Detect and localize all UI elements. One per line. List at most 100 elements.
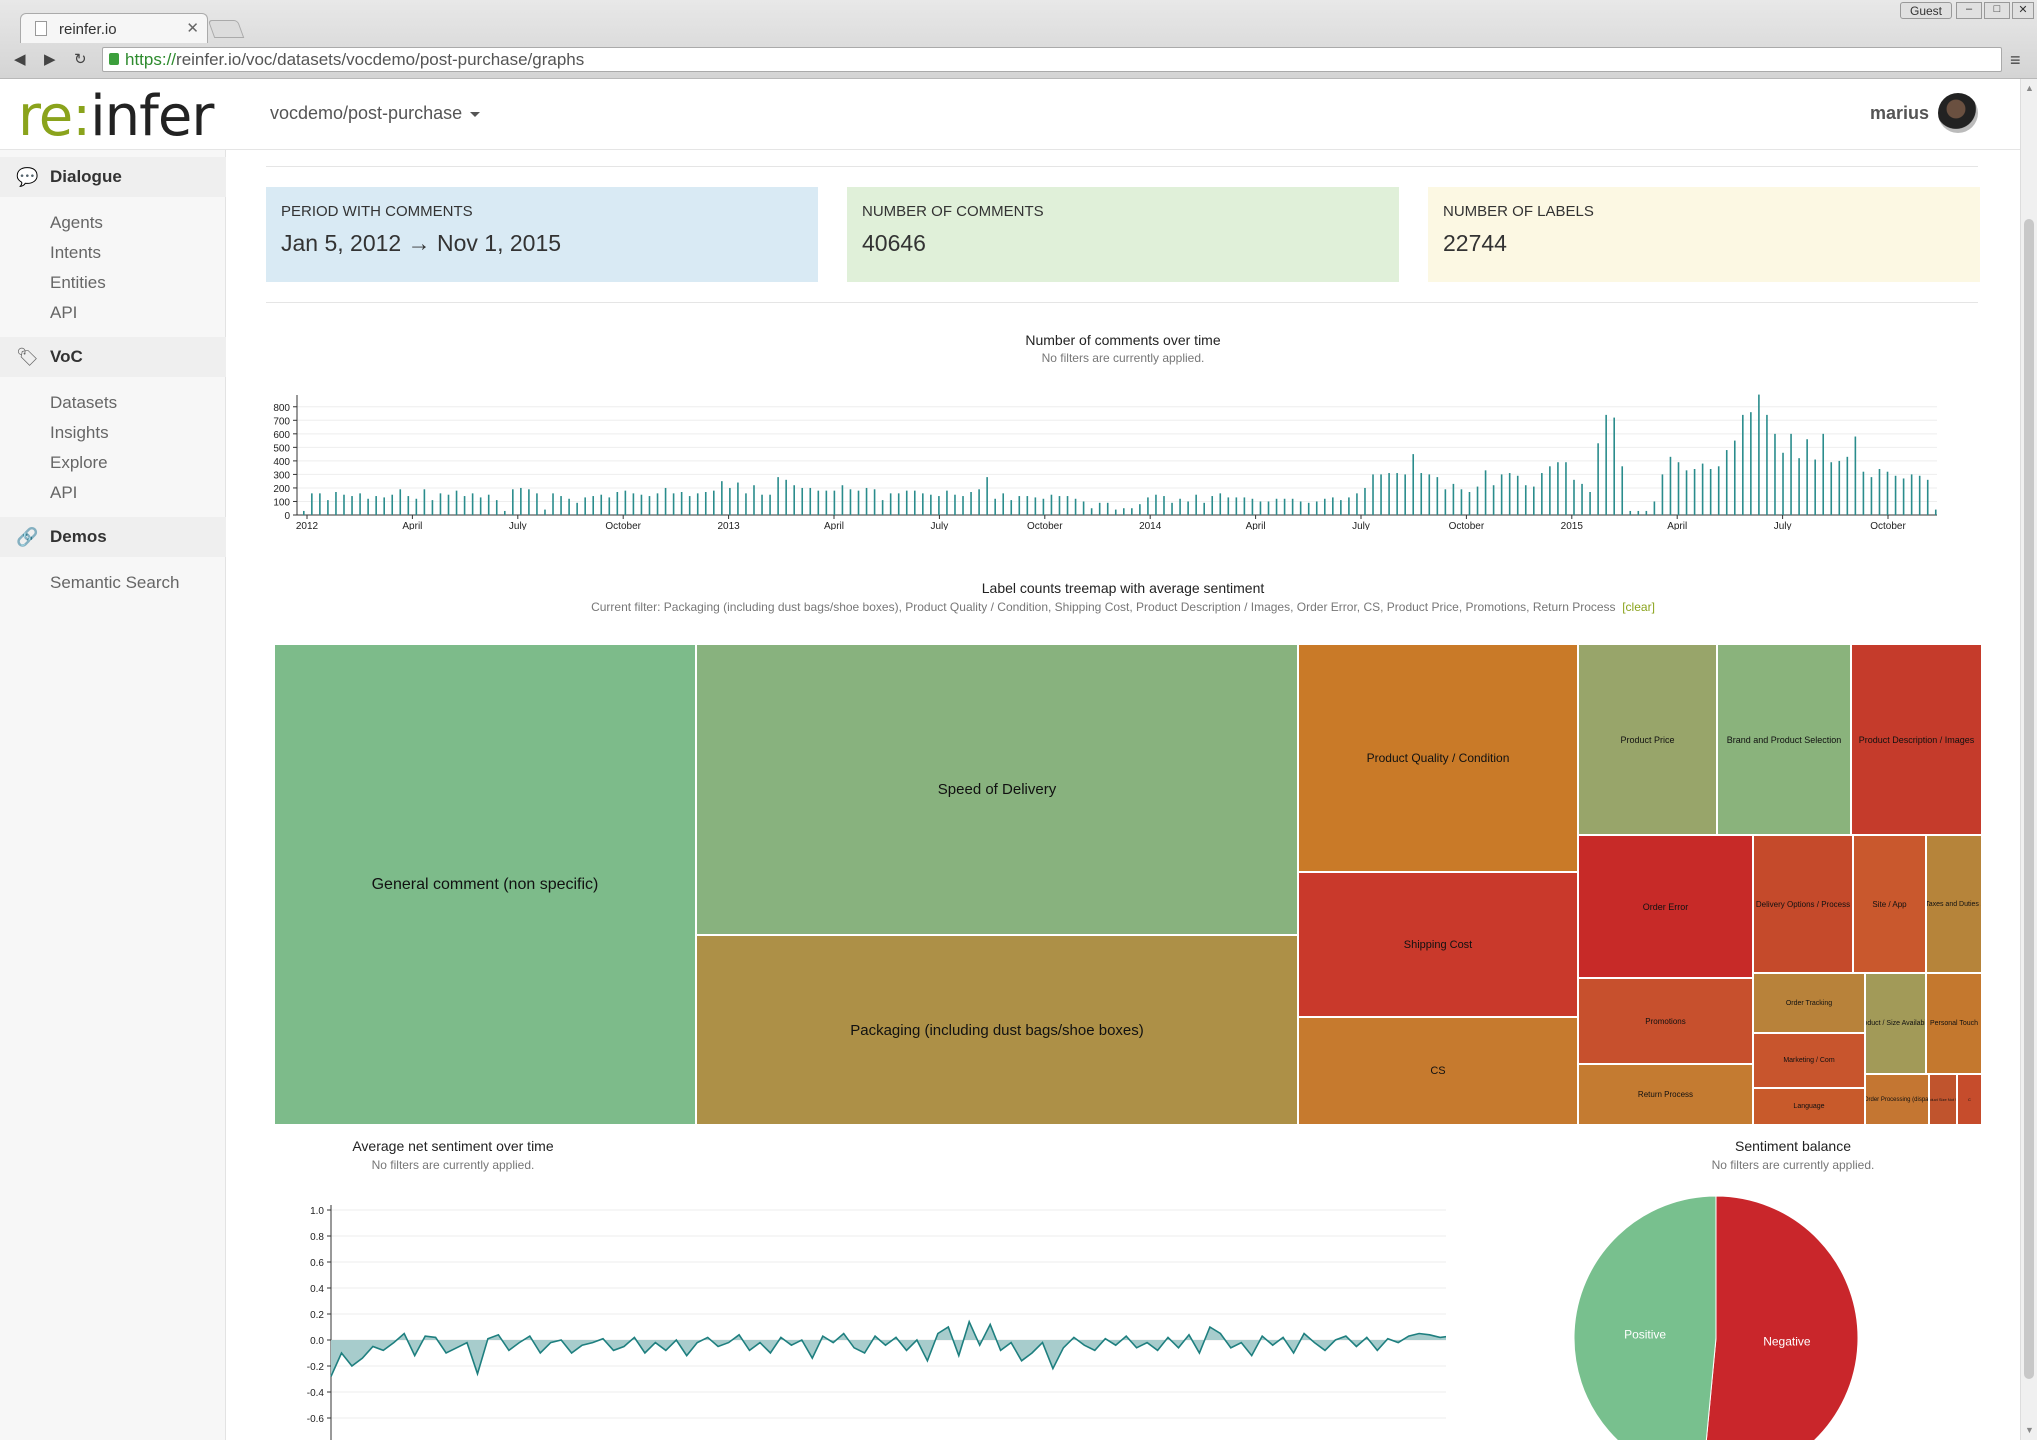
sidebar-item-explore[interactable]: Explore <box>50 453 108 472</box>
bar <box>833 490 836 515</box>
scroll-up-icon[interactable]: ▲ <box>2025 83 2034 93</box>
label-treemap[interactable]: General comment (non specific) Speed of D… <box>274 644 1982 1125</box>
treemap-cell[interactable]: Product Price <box>1578 644 1717 835</box>
treemap-cell[interactable]: Order Processing (dispat <box>1865 1074 1929 1125</box>
treemap-cell[interactable]: Packaging (including dust bags/shoe boxe… <box>696 935 1298 1125</box>
bar <box>648 496 651 515</box>
bar <box>536 493 538 515</box>
back-icon[interactable]: ◀ <box>14 51 26 68</box>
treemap-cell[interactable]: General comment (non specific) <box>274 644 696 1125</box>
minimize-icon[interactable]: – <box>1956 2 1982 19</box>
treemap-cell[interactable]: Brand and Product Selection <box>1717 644 1851 835</box>
comments-bar-chart[interactable]: 0 100 200 300 400 500 600 700 800 2012 April July Oc… <box>266 390 1986 530</box>
x-tick-label: July <box>509 521 527 530</box>
sentiment-line-chart[interactable]: 1.00.80.60.40.20.0-0.2-0.4-0.6-0.8 <box>266 1180 1446 1440</box>
guest-profile-button[interactable]: Guest <box>1900 2 1952 19</box>
sidebar-item-intents[interactable]: Intents <box>50 243 102 262</box>
treemap-cell[interactable]: Taxes and Duties / <box>1926 835 1982 973</box>
treemap-cell[interactable]: Language <box>1753 1088 1865 1125</box>
treemap-cell[interactable]: Order Error <box>1578 835 1753 978</box>
clear-filter-link[interactable]: [clear] <box>1622 600 1655 614</box>
sidebar-section-dialogue[interactable]: 💬 Dialogue <box>0 157 226 197</box>
bar <box>672 493 675 515</box>
bar <box>704 492 707 515</box>
treemap-cell[interactable]: Order Tracking <box>1753 973 1865 1033</box>
bar <box>1524 485 1527 515</box>
y-tick-label: -0.4 <box>307 1388 325 1399</box>
treemap-cell[interactable]: Speed of Delivery <box>696 644 1298 935</box>
treemap-cell[interactable]: Product Quality / Condition <box>1298 644 1578 872</box>
sidebar-item-datasets[interactable]: Datasets <box>50 393 118 412</box>
address-bar[interactable]: https://reinfer.io/voc/datasets/vocdemo/… <box>102 47 2002 72</box>
bar <box>1717 466 1720 515</box>
bar <box>1106 502 1109 515</box>
new-tab-button[interactable] <box>207 20 245 38</box>
treemap-cell[interactable]: Product Description / Images <box>1851 644 1982 835</box>
browser-menu-icon[interactable]: ≡ <box>2010 50 2021 70</box>
treemap-cell[interactable]: Shipping Cost <box>1298 872 1578 1017</box>
treemap-cell[interactable]: Marketing / Com <box>1753 1033 1865 1088</box>
bar <box>1830 462 1833 515</box>
bar <box>1758 394 1760 515</box>
bar <box>1846 456 1849 515</box>
bar <box>1114 509 1117 515</box>
dataset-selector[interactable]: vocdemo/post-purchase <box>270 103 481 124</box>
close-window-icon[interactable]: ✕ <box>2012 2 2034 19</box>
bar <box>1139 504 1141 515</box>
treemap-cell[interactable]: Delivery Options / Process <box>1753 835 1853 973</box>
y-tick-label: 600 <box>273 430 290 441</box>
sidebar-item-api[interactable]: API <box>50 483 78 502</box>
sidebar-item-semantic-search[interactable]: Semantic Search <box>50 573 180 592</box>
user-name[interactable]: marius <box>1870 103 1930 123</box>
bar <box>431 500 434 515</box>
reload-icon[interactable]: ↻ <box>74 51 87 68</box>
bar <box>913 490 916 515</box>
bar <box>688 496 691 515</box>
sentiment-pie-chart[interactable]: Negative Positive <box>1506 1180 1926 1440</box>
bar <box>1372 474 1374 515</box>
scroll-thumb[interactable] <box>2024 219 2034 1379</box>
bar <box>1605 414 1607 515</box>
scroll-down-icon[interactable]: ▼ <box>2025 1425 2034 1435</box>
bar <box>1565 462 1567 515</box>
bar <box>1878 469 1881 515</box>
pie-slice-negative <box>1705 1195 1859 1440</box>
pie-slice-positive <box>1573 1195 1717 1440</box>
treemap-cell[interactable]: Promotions <box>1578 978 1753 1064</box>
bar <box>1709 469 1712 515</box>
bar <box>761 494 763 515</box>
sidebar: 💬 Dialogue Agents Intents Entities API 🏷… <box>0 150 226 1440</box>
y-tick-label: 300 <box>273 470 290 481</box>
browser-tab[interactable]: reinfer.io ✕ <box>20 13 208 43</box>
sidebar-section-voc[interactable]: 🏷 VoC <box>0 337 226 377</box>
reinfer-logo[interactable]: re:infer <box>18 84 214 149</box>
bar <box>1669 456 1672 515</box>
page-scrollbar[interactable]: ▲ ▼ <box>2020 79 2037 1440</box>
bar <box>1428 474 1431 515</box>
sidebar-item-agents[interactable]: Agents <box>50 213 103 232</box>
treemap-cell[interactable]: C <box>1957 1074 1982 1125</box>
sidebar-section-demos[interactable]: 🔗 Demos <box>0 517 226 557</box>
close-tab-icon[interactable]: ✕ <box>186 20 199 37</box>
bar <box>1645 510 1648 515</box>
bar <box>1098 502 1101 515</box>
sidebar-item-api[interactable]: API <box>50 303 78 322</box>
bar <box>471 493 474 515</box>
avatar[interactable] <box>1938 93 1978 133</box>
treemap-cell[interactable]: CS <box>1298 1017 1578 1125</box>
treemap-cell[interactable]: Personal Touch <box>1926 973 1982 1074</box>
treemap-cell[interactable]: Site / App <box>1853 835 1926 973</box>
bar <box>817 490 820 515</box>
forward-icon[interactable]: ▶ <box>44 51 56 68</box>
sidebar-item-entities[interactable]: Entities <box>50 273 106 292</box>
bar <box>568 498 570 515</box>
maximize-icon[interactable]: □ <box>1984 2 2010 19</box>
sidebar-item-insights[interactable]: Insights <box>50 423 109 442</box>
treemap-cell[interactable]: Product / Size Availability <box>1865 973 1926 1074</box>
bar <box>391 494 394 515</box>
bar <box>889 493 892 515</box>
bar <box>970 492 972 515</box>
bar <box>978 489 980 515</box>
treemap-cell[interactable]: Product Size Not Suit <box>1929 1074 1957 1125</box>
treemap-cell[interactable]: Return Process <box>1578 1064 1753 1125</box>
